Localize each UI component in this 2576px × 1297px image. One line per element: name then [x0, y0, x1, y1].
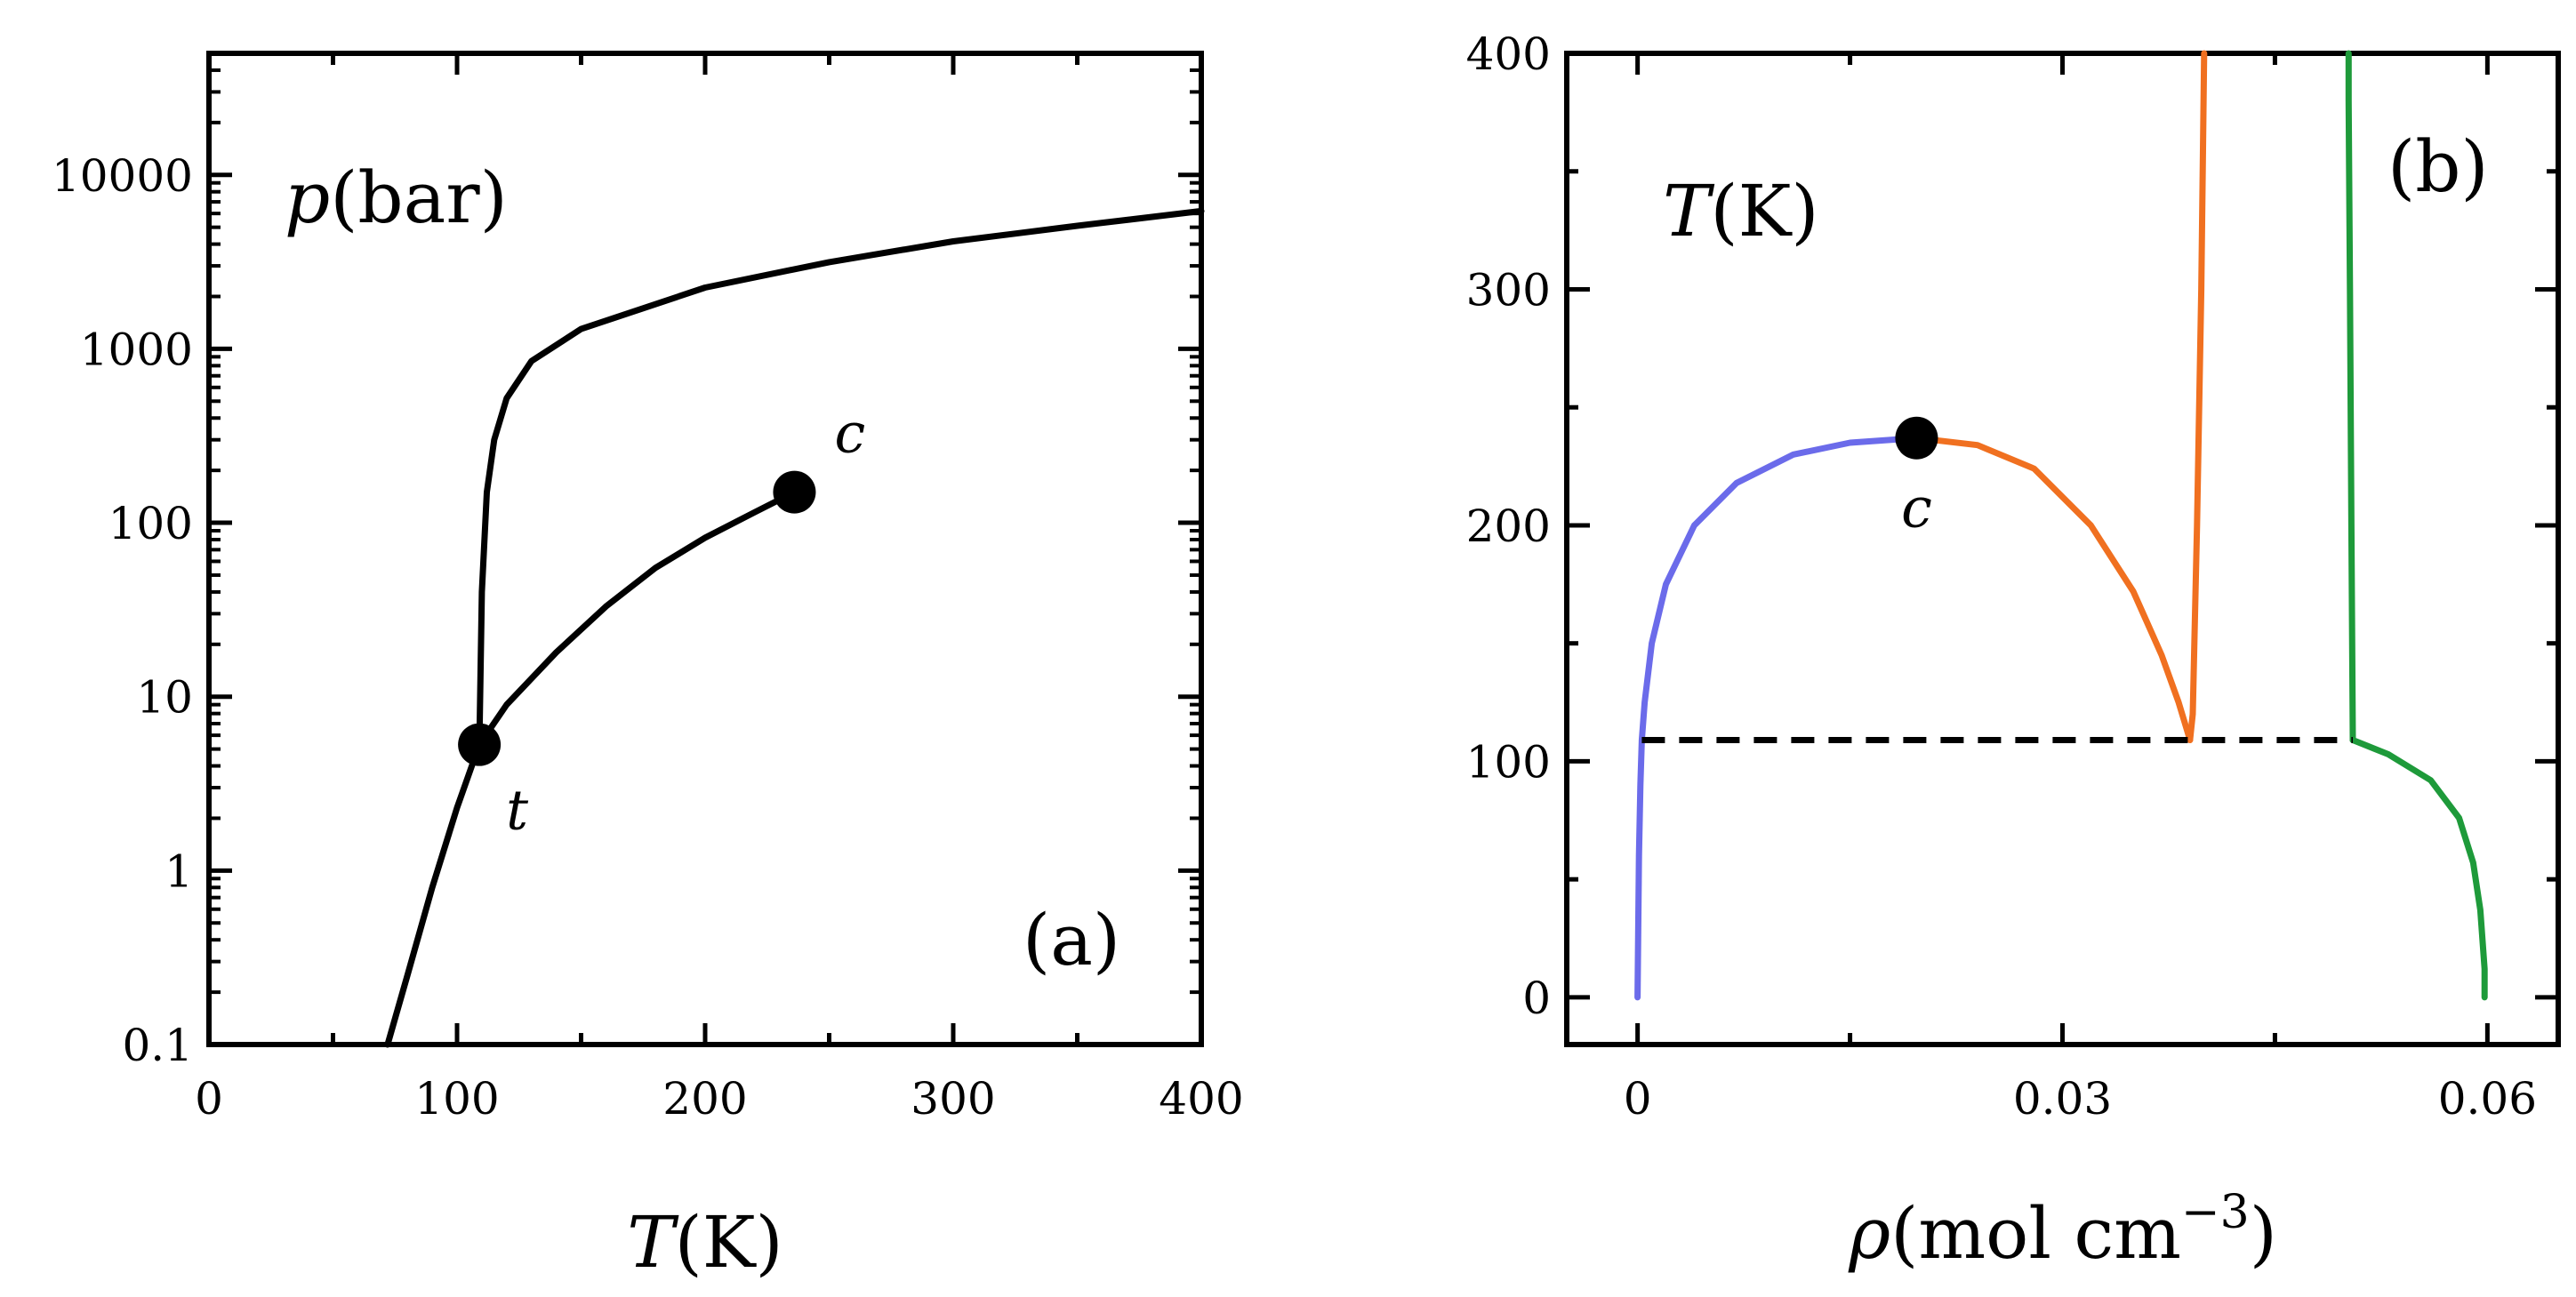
panel-a-curves [384, 207, 1205, 1048]
panel-a-xtick-label: 300 [911, 1073, 995, 1125]
panel-b-points: c [1895, 416, 1938, 540]
panel-a-ytick-label: 100 [108, 498, 193, 549]
panel-a-xlabel-unit: (K) [675, 1201, 783, 1284]
panel-b: 0 0.03 0.06 0 100 200 300 400 c T(K) (b) ρ(mol … [1466, 28, 2561, 1275]
panel-b-xlabel-var: ρ [1848, 1192, 1890, 1275]
panel-b-tag: (b) [2387, 125, 2489, 208]
panel-a-point-t [458, 723, 502, 766]
panel-b-xtick-label: 0 [1624, 1073, 1652, 1125]
panel-b-xlabel-close: ) [2250, 1192, 2277, 1275]
panel-b-curve-liquid-melting [2187, 50, 2208, 743]
panel-a-ytick-label: 10000 [52, 150, 193, 202]
panel-b-xtick-label: 0.03 [2013, 1073, 2112, 1125]
panel-b-curve-solid [2349, 737, 2488, 1001]
panel-b-xlabel: ρ(mol cm−3) [1848, 1186, 2277, 1275]
panel-b-xtick-label: 0.06 [2438, 1073, 2537, 1125]
panel-a-xlabel: T(K) [627, 1201, 783, 1284]
panel-b-ytick-label: 400 [1466, 28, 1551, 80]
panel-a-xtick-label: 200 [662, 1073, 747, 1125]
panel-b-curve-solid-melting [2345, 50, 2356, 743]
panel-a-ytick-label: 0.1 [122, 1020, 193, 1071]
panel-b-ytick-label: 0 [1522, 973, 1551, 1024]
panel-a-ytick-label: 10 [136, 672, 193, 724]
panel-b-curves [1634, 50, 2488, 1001]
panel-a-ytick-label: 1000 [80, 324, 193, 375]
panel-a-curve-sublimation [384, 741, 483, 1048]
panel-b-xlabel-unit: (mol cm [1890, 1192, 2181, 1275]
panel-a-points: tc [458, 401, 865, 843]
panel-a-xtick-label: 0 [195, 1073, 223, 1125]
panel-a-inner-label: p(bar) [285, 156, 508, 239]
panel-a-xtick-label: 400 [1159, 1073, 1243, 1125]
panel-b-ticks: 0 0.03 0.06 0 100 200 300 400 [1466, 28, 2558, 1125]
panel-a-xlabel-var: T [627, 1201, 679, 1284]
panel-a-curve-melting [476, 207, 1205, 749]
panel-b-point-label-c: c [1901, 476, 1932, 540]
panel-b-ytick-label: 100 [1466, 736, 1551, 788]
panel-b-xlabel-exp: −3 [2181, 1186, 2250, 1239]
panel-b-inner-label-unit: (K) [1710, 170, 1818, 252]
panel-a-point-c [773, 470, 816, 514]
panel-a-xtick-label: 100 [414, 1073, 499, 1125]
panel-b-inner-label: T(K) [1663, 170, 1819, 252]
panel-b-ytick-label: 300 [1466, 264, 1551, 316]
panel-a-tag: (a) [1023, 899, 1120, 981]
panel-b-inner-label-var: T [1663, 170, 1715, 252]
panel-a-curve-vaporization [476, 489, 798, 749]
panel-a-inner-label-var: p [285, 156, 330, 239]
panel-b-curve-liquid [1913, 435, 2194, 743]
panel-b-curve-gas [1634, 435, 1920, 1001]
panel-b-point-c [1895, 416, 1938, 460]
panel-b-ytick-label: 200 [1466, 500, 1551, 552]
panel-a-point-label-c: c [834, 401, 865, 466]
panel-a-ytick-label: 1 [165, 845, 193, 897]
panel-a-inner-label-unit: (bar) [330, 156, 508, 239]
panel-a-point-label-t: t [506, 778, 528, 843]
